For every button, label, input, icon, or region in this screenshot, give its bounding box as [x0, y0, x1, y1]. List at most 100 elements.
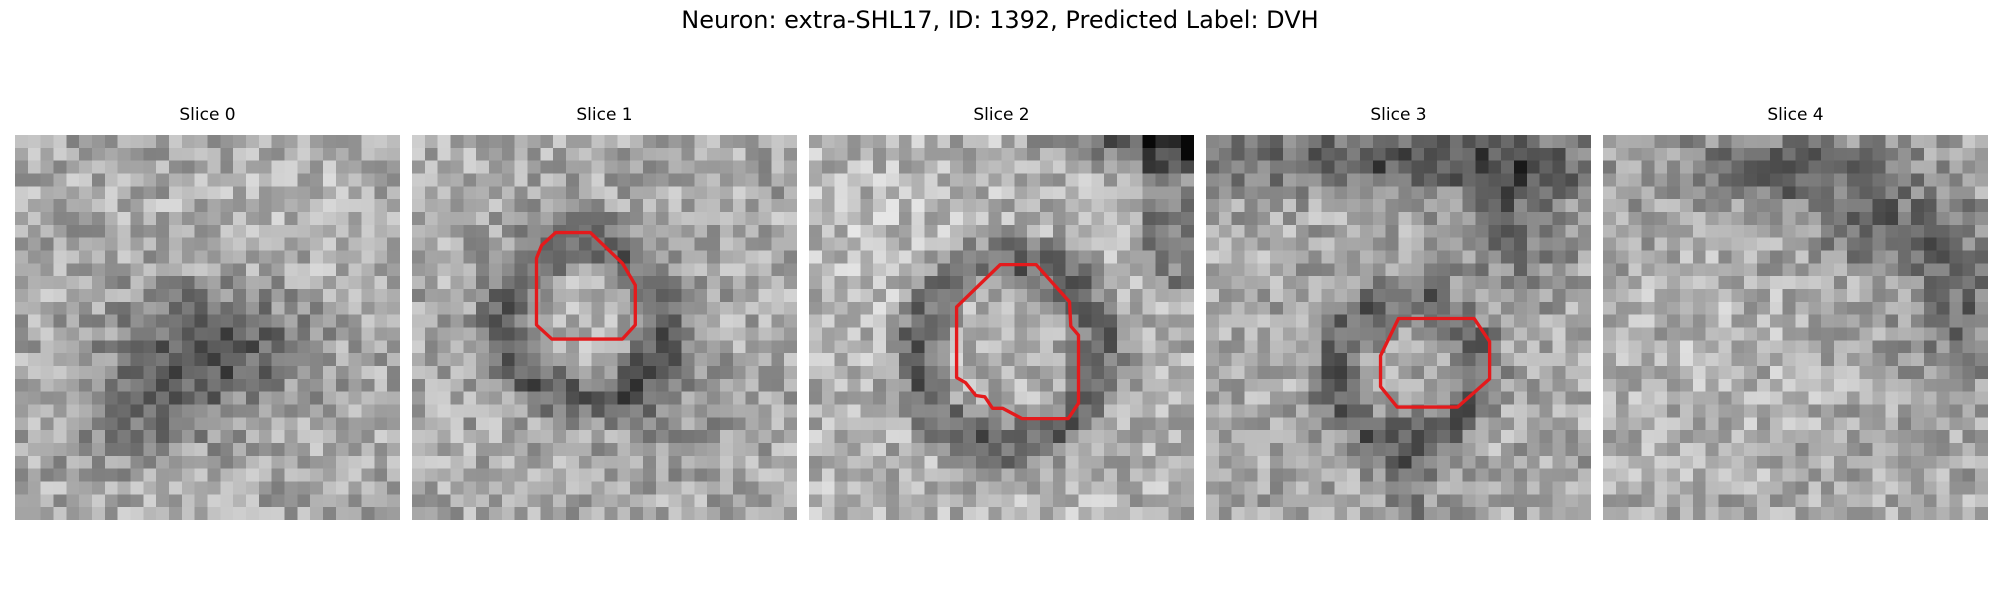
- pixel: [681, 160, 695, 174]
- pixel: [348, 430, 362, 444]
- pixel: [630, 391, 644, 405]
- pixel: [784, 468, 797, 482]
- pixel: [1859, 263, 1873, 277]
- pixel: [437, 147, 451, 161]
- pixel: [617, 314, 631, 328]
- pixel: [860, 468, 874, 482]
- pixel: [1603, 199, 1617, 213]
- pixel: [1040, 481, 1054, 495]
- pixel: [207, 224, 221, 238]
- pixel: [1578, 340, 1591, 354]
- pixel: [860, 160, 874, 174]
- pixel: [1846, 340, 1860, 354]
- pixel: [1757, 378, 1771, 392]
- pixel: [578, 468, 592, 482]
- pixel: [117, 391, 131, 405]
- pixel: [1578, 289, 1591, 303]
- pixel: [1872, 353, 1886, 367]
- pixel: [284, 507, 298, 520]
- pixel: [873, 404, 887, 418]
- pixel: [1757, 250, 1771, 264]
- roi-contour: [534, 230, 637, 341]
- pixel: [1168, 507, 1182, 520]
- pixel: [501, 340, 515, 354]
- pixel: [1808, 507, 1822, 520]
- pixel: [809, 186, 823, 200]
- pixel: [1795, 212, 1809, 226]
- pixel: [1372, 507, 1386, 520]
- pixel: [707, 263, 721, 277]
- pixel: [1155, 378, 1169, 392]
- pixel: [387, 173, 400, 187]
- pixel: [988, 430, 1002, 444]
- pixel: [1872, 276, 1886, 290]
- pixel: [1052, 366, 1066, 380]
- pixel: [1885, 224, 1899, 238]
- pixel: [1949, 468, 1963, 482]
- pixel: [1117, 340, 1131, 354]
- pixel: [1578, 404, 1591, 418]
- pixel: [297, 430, 311, 444]
- pixel: [540, 250, 554, 264]
- pixel: [566, 430, 580, 444]
- pixel: [1449, 173, 1463, 187]
- pixel: [834, 468, 848, 482]
- pixel: [1923, 494, 1937, 508]
- pixel: [873, 430, 887, 444]
- pixel: [1283, 135, 1297, 149]
- pixel: [1962, 135, 1976, 149]
- pixel: [860, 289, 874, 303]
- pixel: [1552, 327, 1566, 341]
- pixel: [233, 212, 247, 226]
- pixel: [450, 199, 464, 213]
- pixel: [860, 353, 874, 367]
- pixel: [1181, 147, 1194, 161]
- pixel: [1526, 327, 1540, 341]
- pixel: [1615, 160, 1629, 174]
- pixel: [784, 135, 797, 149]
- pixel: [437, 507, 451, 520]
- pixel: [1769, 263, 1783, 277]
- pixel: [758, 430, 772, 444]
- pixel: [886, 147, 900, 161]
- pixel: [1142, 250, 1156, 264]
- pixel: [1308, 327, 1322, 341]
- pixel: [233, 250, 247, 264]
- pixel: [1936, 160, 1950, 174]
- pixel: [1975, 250, 1988, 264]
- pixel: [1360, 173, 1374, 187]
- pixel: [937, 147, 951, 161]
- pixel: [1962, 301, 1976, 315]
- pixel: [117, 147, 131, 161]
- pixel: [501, 199, 515, 213]
- pixel: [643, 430, 657, 444]
- pixel: [374, 507, 388, 520]
- pixel: [501, 391, 515, 405]
- pixel: [1231, 378, 1245, 392]
- pixel: [873, 494, 887, 508]
- pixel: [1052, 353, 1066, 367]
- pixel: [1552, 417, 1566, 431]
- pixel: [1628, 289, 1642, 303]
- pixel: [1731, 366, 1745, 380]
- pixel: [1411, 417, 1425, 431]
- pixel: [809, 250, 823, 264]
- pixel: [181, 224, 195, 238]
- pixel: [1295, 443, 1309, 457]
- pixel: [834, 250, 848, 264]
- pixel: [1488, 301, 1502, 315]
- pixel: [1628, 366, 1642, 380]
- pixel: [1117, 455, 1131, 469]
- pixel: [424, 353, 438, 367]
- pixel: [1181, 250, 1194, 264]
- pixel: [1360, 417, 1374, 431]
- pixel: [489, 404, 503, 418]
- pixel: [1692, 160, 1706, 174]
- pixel: [771, 455, 785, 469]
- pixel: [1181, 430, 1194, 444]
- pixel: [1872, 507, 1886, 520]
- pixel: [1040, 507, 1054, 520]
- pixel: [1744, 289, 1758, 303]
- pixel: [335, 276, 349, 290]
- pixel: [668, 391, 682, 405]
